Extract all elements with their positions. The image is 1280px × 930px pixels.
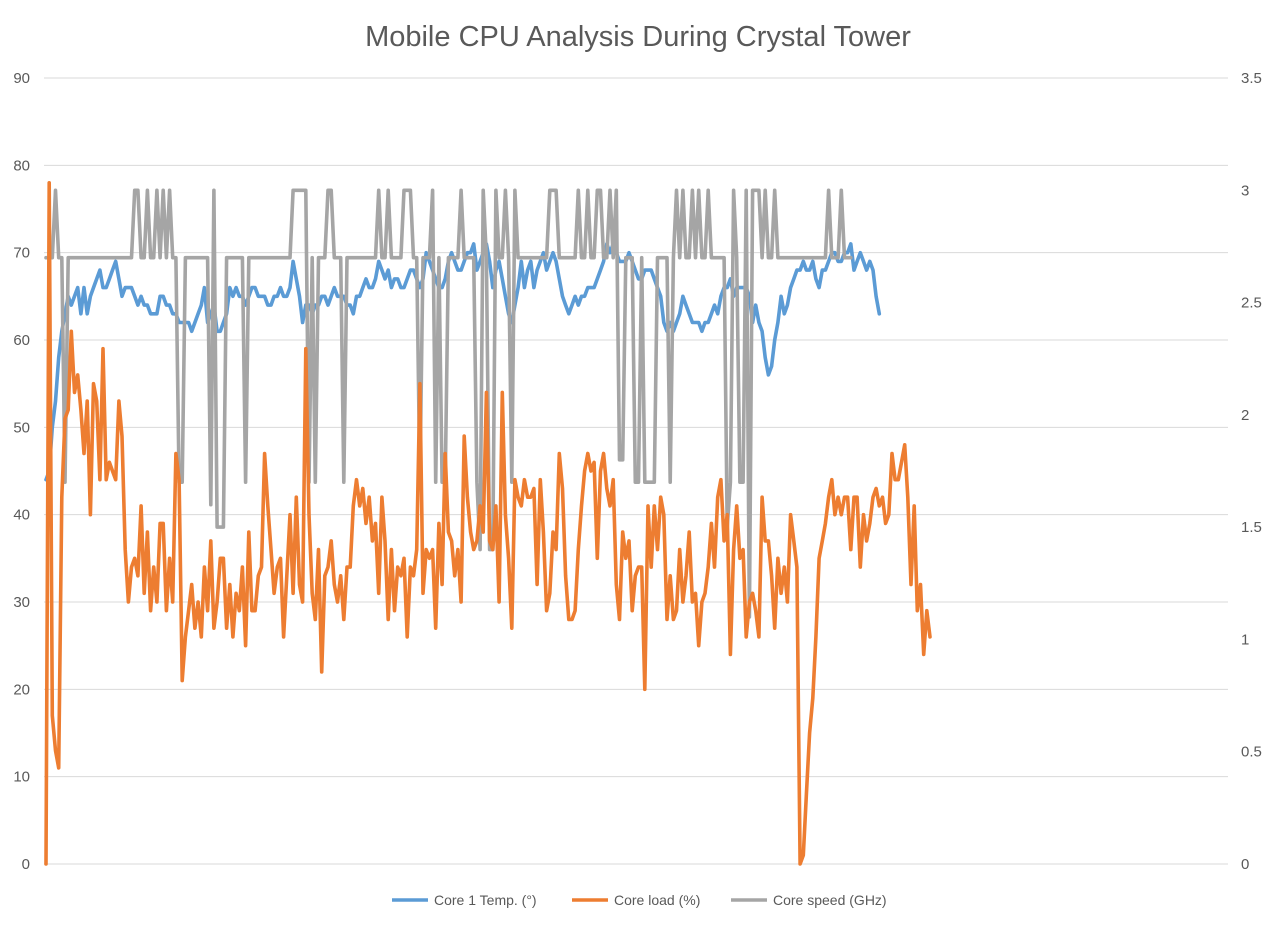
left-tick-label: 10 — [13, 769, 30, 786]
right-tick-label: 3.5 — [1241, 70, 1262, 87]
right-tick-label: 0.5 — [1241, 744, 1262, 761]
right-tick-label: 2 — [1241, 407, 1249, 424]
left-tick-label: 40 — [13, 507, 30, 524]
left-tick-label: 0 — [22, 856, 30, 873]
right-tick-label: 3 — [1241, 182, 1249, 199]
right-tick-label: 0 — [1241, 856, 1249, 873]
left-tick-label: 90 — [13, 70, 30, 87]
series-lines — [44, 181, 932, 866]
right-axis-ticks: 0 0.5 1 1.5 2 2.5 3 3.5 — [1241, 70, 1262, 873]
left-tick-label: 60 — [13, 332, 30, 349]
legend: Core 1 Temp. (°) Core load (%) Core speed … — [392, 892, 887, 908]
legend-label: Core 1 Temp. (°) — [434, 892, 537, 908]
left-tick-label: 20 — [13, 681, 30, 698]
left-axis-ticks: 0 10 20 30 40 50 60 70 80 90 — [13, 70, 30, 873]
left-tick-label: 70 — [13, 245, 30, 262]
legend-label: Core speed (GHz) — [773, 892, 887, 908]
series-line-core-speed — [44, 188, 853, 619]
legend-label: Core load (%) — [614, 892, 700, 908]
right-tick-label: 1 — [1241, 631, 1249, 648]
left-tick-label: 30 — [13, 594, 30, 611]
left-tick-label: 50 — [13, 419, 30, 436]
right-tick-label: 2.5 — [1241, 295, 1262, 312]
chart-title: Mobile CPU Analysis During Crystal Tower — [365, 21, 911, 53]
series-line-core-load — [44, 181, 932, 866]
left-tick-label: 80 — [13, 157, 30, 174]
right-tick-label: 1.5 — [1241, 519, 1262, 536]
